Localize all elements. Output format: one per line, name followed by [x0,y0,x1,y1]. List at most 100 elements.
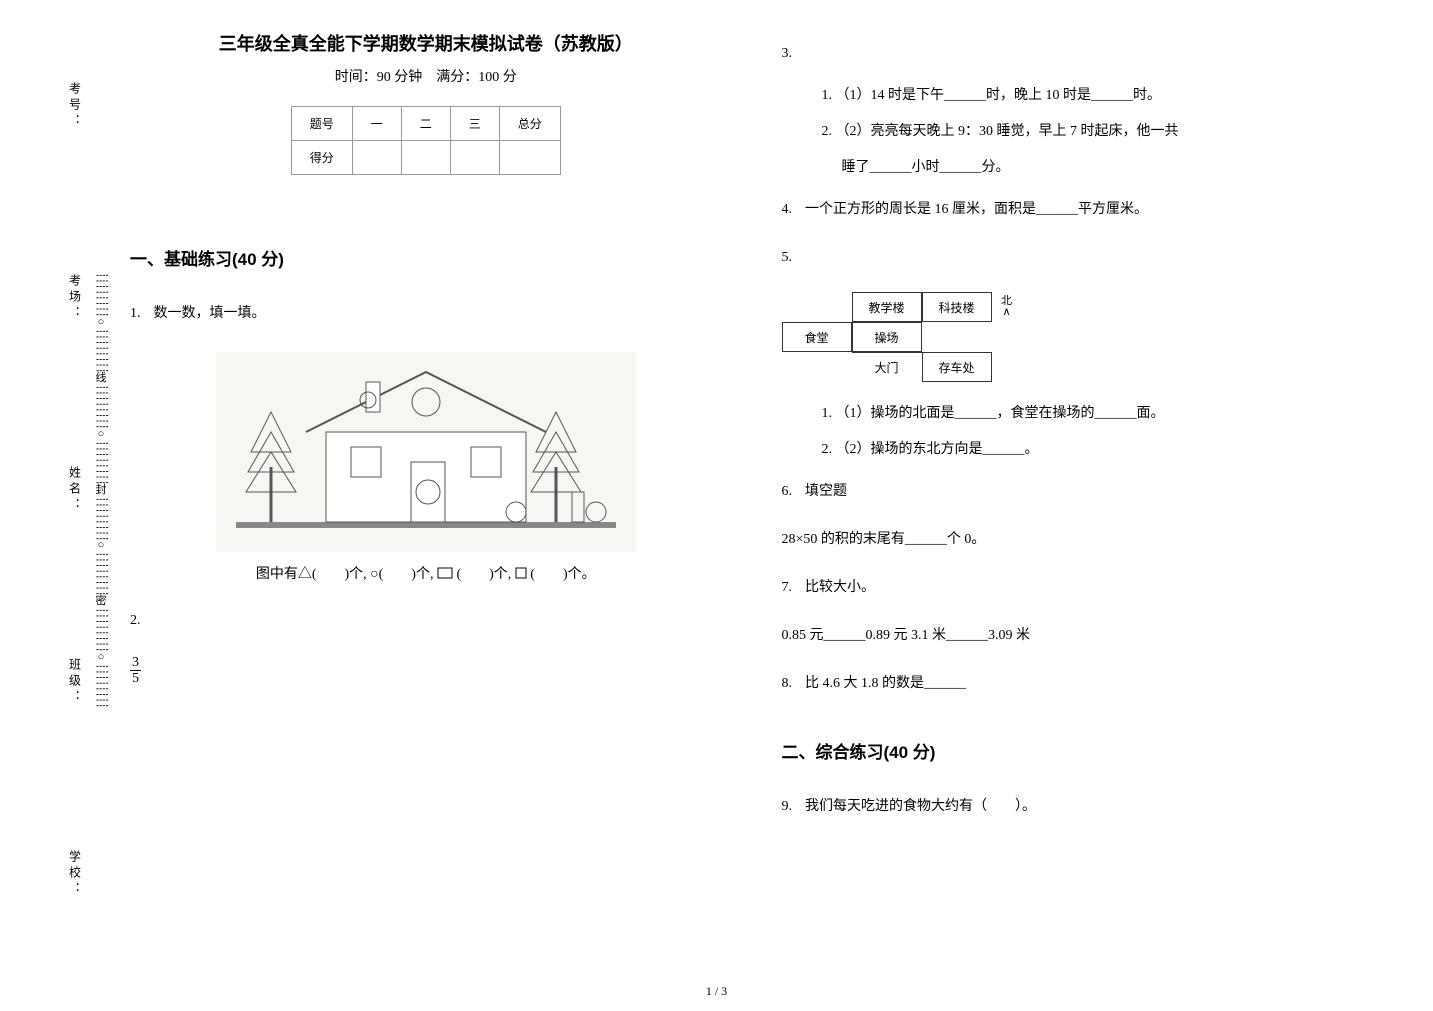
section-title: 二、综合练习(40 分) [782,738,1374,763]
section-title: 一、基础练习(40 分) [130,245,722,270]
binding-margin: 考号： 考场： 姓名： 班级： 学校： [60,10,90,970]
sub-text: （1）14 时是下午______时，晚上 10 时是______时。 [836,88,1162,103]
dots: ┊┊┊┊┊┊┊┊ [96,440,107,485]
page-footer: 1 / 3 [0,984,1433,999]
seal-char: 封 [96,485,107,496]
q-num: 6. [782,478,802,506]
dots: ┊┊┊┊┊┊┊┊ [96,328,107,373]
q3-sub2b: 睡了______小时______分。 [842,154,1374,182]
house-svg [216,352,636,552]
frac-num: 3 [130,655,141,671]
q5-sub2: 2. （2）操场的东北方向是______。 [822,436,1374,464]
question-6-line2: 28×50 的积的末尾有______个 0。 [782,526,1374,554]
binding-label: 考场： [67,274,84,322]
question-2: 2. [130,607,722,635]
map-cell: 教学楼 [852,292,922,322]
circle-icon: ○ [98,317,105,328]
q-text: 数一数，填一填。 [154,306,266,321]
gate-label: 大门 [852,352,922,382]
circle-icon: ○ [98,429,105,440]
th: 一 [352,107,401,141]
sealing-line: ┊┊┊┊┊┊┊┊ ○ ┊┊┊┊┊┊┊┊ 线 ┊┊┊┊┊┊┊┊ ○ ┊┊┊┊┊┊┊… [95,10,107,970]
binding-label: 考号： [67,82,84,130]
question-4: 4. 一个正方形的周长是 16 厘米，面积是______平方厘米。 [782,196,1374,224]
binding-label: 学校： [67,850,84,898]
fraction: 3 5 [130,655,141,687]
cap-part: 图中有△( )个, ○( )个, [256,567,437,582]
column-left: 三年级全真全能下学期数学期末模拟试卷（苏教版） 时间：90 分钟 满分：100 … [130,30,722,981]
q3-sub1: 1. （1）14 时是下午______时，晚上 10 时是______时。 [822,82,1374,110]
q-text: 比 4.6 大 1.8 的数是______ [805,676,966,691]
map-cell: 存车处 [922,352,992,382]
q-num: 3. [782,40,802,68]
q5-sub1: 1. （1）操场的北面是______，食堂在操场的______面。 [822,400,1374,428]
page-subtitle: 时间：90 分钟 满分：100 分 [130,66,722,86]
question-3: 3. [782,40,1374,68]
map-empty [922,322,992,352]
map-empty [782,292,852,322]
q-text: 一个正方形的周长是 16 厘米，面积是______平方厘米。 [805,202,1148,217]
q-text: 28×50 的积的末尾有______个 0。 [782,532,986,547]
q-num: 9. [782,793,802,821]
th: 三 [450,107,499,141]
map-cell: 科技楼 [922,292,992,322]
question-1: 1. 数一数，填一填。 [130,300,722,328]
square-icon [515,567,527,579]
house-figure: 图中有△( )个, ○( )个, ( )个, ( )个。 [130,352,722,583]
sub-num: 1. [822,88,833,103]
th: 总分 [499,107,560,141]
sub-text: 睡了______小时______分。 [842,160,1010,175]
dots: ┊┊┊┊┊┊┊┊ [96,663,107,708]
score-table: 题号 一 二 三 总分 得分 [291,106,561,175]
circle-icon: ○ [98,540,105,551]
q-num: 4. [782,196,802,224]
binding-label: 班级： [67,658,84,706]
page-title: 三年级全真全能下学期数学期末模拟试卷（苏教版） [130,30,722,56]
sub-num: 2. [822,124,833,139]
th: 题号 [291,107,352,141]
dots: ┊┊┊┊┊┊┊┊ [96,384,107,429]
question-5: 5. [782,244,1374,272]
cell [401,141,450,175]
map-cell: 操场 [852,322,922,352]
map-empty [992,352,1022,382]
question-9: 9. 我们每天吃进的食物大约有（ ）。 [782,793,1374,821]
dots: ┊┊┊┊┊┊┊┊ [96,272,107,317]
q-num: 5. [782,244,802,272]
cap-part: ( )个, [456,567,514,582]
dots: ┊┊┊┊┊┊┊┊ [96,607,107,652]
q-text: 比较大小。 [805,580,875,595]
q-num: 1. [130,300,150,328]
sub-num: 2. [822,442,833,457]
q-text: 0.85 元______0.89 元 3.1 米______3.09 米 [782,628,1031,643]
dots: ┊┊┊┊┊┊┊┊ [96,551,107,596]
seal-char: 密 [96,596,107,607]
map-empty [992,322,1022,352]
cap-part: ( )个。 [530,567,595,582]
q-num: 8. [782,670,802,698]
binding-label: 姓名： [67,466,84,514]
dots: ┊┊┊┊┊┊┊┊ [96,496,107,541]
q3-sub2: 2. （2）亮亮每天晚上 9：30 睡觉，早上 7 时起床，他一共 [822,118,1374,146]
question-8: 8. 比 4.6 大 1.8 的数是______ [782,670,1374,698]
q-num: 2. [130,607,150,635]
map-empty [782,352,852,382]
rect-icon [437,567,453,579]
campus-map: 教学楼 科技楼 北 ∧ 食堂 操场 大门 存车处 [782,292,1022,382]
sub-text: （1）操场的北面是______，食堂在操场的______面。 [836,406,1165,421]
north-arrow-icon: ∧ [1002,307,1010,318]
question-2-frac: 3 5 [130,655,722,687]
circle-icon: ○ [98,652,105,663]
content: 三年级全真全能下学期数学期末模拟试卷（苏教版） 时间：90 分钟 满分：100 … [130,30,1373,981]
sub-num: 1. [822,406,833,421]
row-label: 得分 [291,141,352,175]
sub-text: （2）亮亮每天晚上 9：30 睡觉，早上 7 时起床，他一共 [836,124,1179,139]
house-caption: 图中有△( )个, ○( )个, ( )个, ( )个。 [130,563,722,583]
q-num: 7. [782,574,802,602]
column-right: 3. 1. （1）14 时是下午______时，晚上 10 时是______时。… [782,30,1374,981]
question-6: 6. 填空题 [782,478,1374,506]
cell [450,141,499,175]
question-7-line2: 0.85 元______0.89 元 3.1 米______3.09 米 [782,622,1374,650]
q-text: 我们每天吃进的食物大约有（ ）。 [805,799,1036,814]
cell [499,141,560,175]
